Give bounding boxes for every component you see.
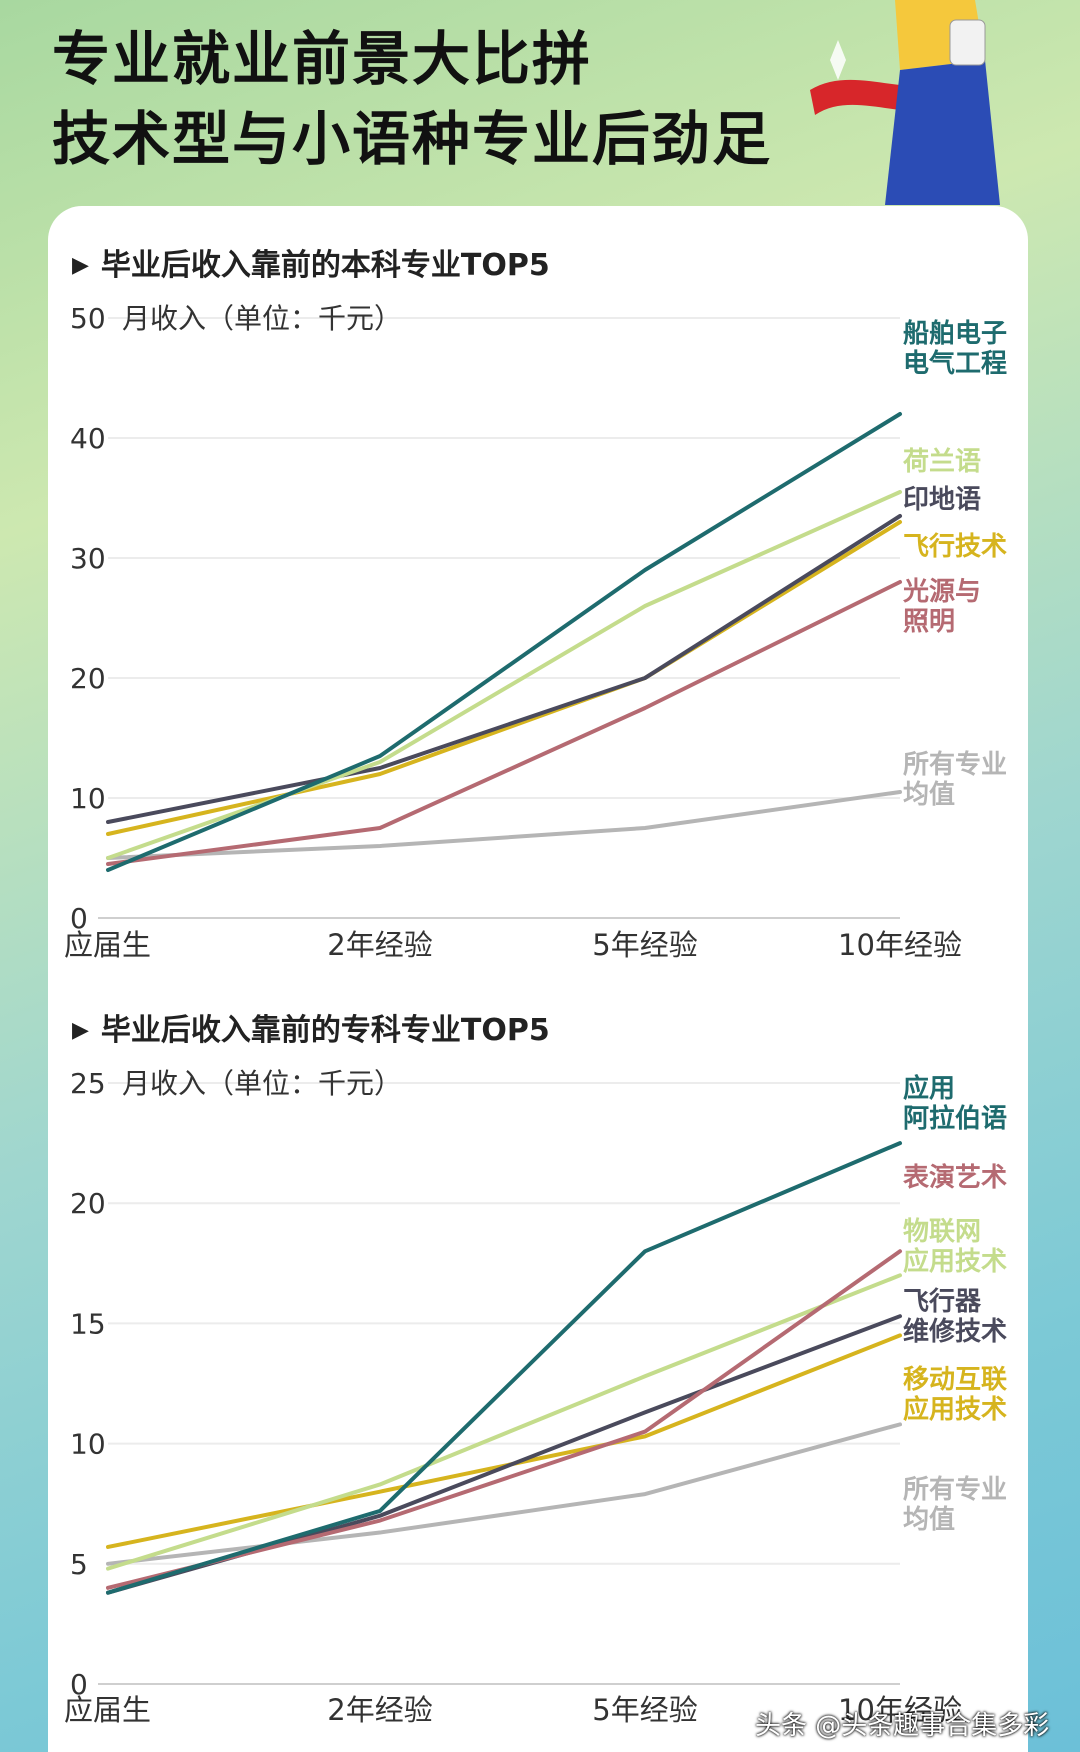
y-tick-label: 10: [70, 1428, 106, 1461]
chart2-title: 毕业后收入靠前的专科专业TOP5: [100, 1013, 550, 1048]
series-label-line: 应用技术: [903, 1246, 1007, 1277]
triangle-icon: ▶: [72, 1018, 89, 1043]
x-tick-label: 5年经验: [592, 928, 697, 962]
series-line: [106, 1273, 902, 1571]
runner-illustration: [810, 0, 1000, 205]
series-label-line: 荷兰语: [903, 447, 981, 477]
x-tick-label: 应届生: [64, 1693, 151, 1727]
page-title-line1: 专业就业前景大比拼: [52, 25, 593, 93]
page-title-line2: 技术型与小语种专业后劲足: [52, 105, 773, 173]
chart1-heading: ▶ 毕业后收入靠前的本科专业TOP5: [72, 240, 550, 284]
series-label: 飞行器维修技术: [903, 1286, 1007, 1347]
series-label-line: 应用: [903, 1073, 955, 1104]
series-line: [106, 490, 902, 860]
x-tick-label: 5年经验: [592, 1693, 697, 1727]
series-label: 应用阿拉伯语: [903, 1073, 1007, 1134]
series-label: 物联网应用技术: [903, 1217, 1007, 1277]
series-label-line: 均值: [903, 1505, 955, 1535]
series-line: [106, 790, 902, 860]
series-label-line: 印地语: [903, 485, 981, 515]
y-tick-label: 10: [70, 782, 106, 815]
y-tick-label: 5: [70, 1548, 88, 1581]
series-line: [106, 580, 902, 866]
series-line: [106, 520, 902, 836]
y-tick-label: 25: [70, 1067, 106, 1100]
x-tick-label: 2年经验: [327, 1693, 432, 1727]
y-tick-label: 40: [70, 422, 106, 455]
x-tick-label: 2年经验: [327, 928, 432, 962]
series-label-line: 所有专业: [903, 750, 1007, 780]
series-label-line: 物联网: [903, 1217, 981, 1247]
y-axis-label: 月收入（单位：千元）: [122, 1067, 402, 1100]
series-label-line: 阿拉伯语: [903, 1103, 1007, 1134]
series-label-line: 飞行器: [903, 1286, 982, 1317]
series-label-line: 光源与: [902, 577, 981, 607]
series-label-line: 表演艺术: [903, 1162, 1007, 1193]
series-label-line: 维修技术: [903, 1316, 1007, 1347]
watermark: 头条 @头条趣事合集多彩: [755, 1711, 1050, 1741]
series-label: 光源与照明: [902, 577, 981, 637]
y-tick-label: 0: [70, 1668, 88, 1701]
y-tick-label: 50: [70, 302, 106, 335]
series-label: 所有专业均值: [903, 1475, 1007, 1535]
x-tick-label: 10年经验: [838, 928, 962, 962]
series-label-line: 移动互联: [903, 1365, 1007, 1395]
y-tick-label: 30: [70, 542, 106, 575]
series-line: [106, 1141, 902, 1595]
series-label-line: 飞行技术: [903, 531, 1007, 562]
chart2-heading: ▶ 毕业后收入靠前的专科专业TOP5: [72, 1005, 550, 1049]
series-label-line: 所有专业: [903, 1475, 1007, 1505]
series-label: 船舶电子电气工程: [903, 318, 1007, 379]
y-tick-label: 0: [70, 902, 88, 935]
triangle-icon: ▶: [72, 253, 89, 278]
x-tick-label: 应届生: [64, 928, 151, 962]
y-tick-label: 15: [70, 1307, 106, 1340]
series-line: [106, 1249, 902, 1590]
series-label: 印地语: [903, 485, 981, 515]
series-label: 飞行技术: [903, 531, 1007, 562]
series-label-line: 照明: [903, 607, 955, 637]
series-label: 表演艺术: [903, 1162, 1007, 1193]
series-label-line: 应用技术: [903, 1394, 1007, 1425]
series-label: 所有专业均值: [903, 750, 1007, 810]
series-label-line: 均值: [903, 780, 955, 810]
series-label-line: 船舶电子: [903, 318, 1007, 349]
series-line: [106, 1422, 902, 1566]
series-label: 荷兰语: [903, 447, 981, 477]
series-line: [106, 514, 902, 824]
chart1-title: 毕业后收入靠前的本科专业TOP5: [100, 248, 550, 283]
y-tick-label: 20: [70, 1187, 106, 1220]
series-line: [106, 412, 902, 872]
chart-card: [48, 206, 1028, 1752]
y-tick-label: 20: [70, 662, 106, 695]
y-axis-label: 月收入（单位：千元）: [122, 302, 402, 335]
x-tick-label: 10年经验: [838, 1693, 962, 1727]
series-label: 移动互联应用技术: [903, 1365, 1007, 1425]
series-label-line: 电气工程: [903, 348, 1007, 379]
